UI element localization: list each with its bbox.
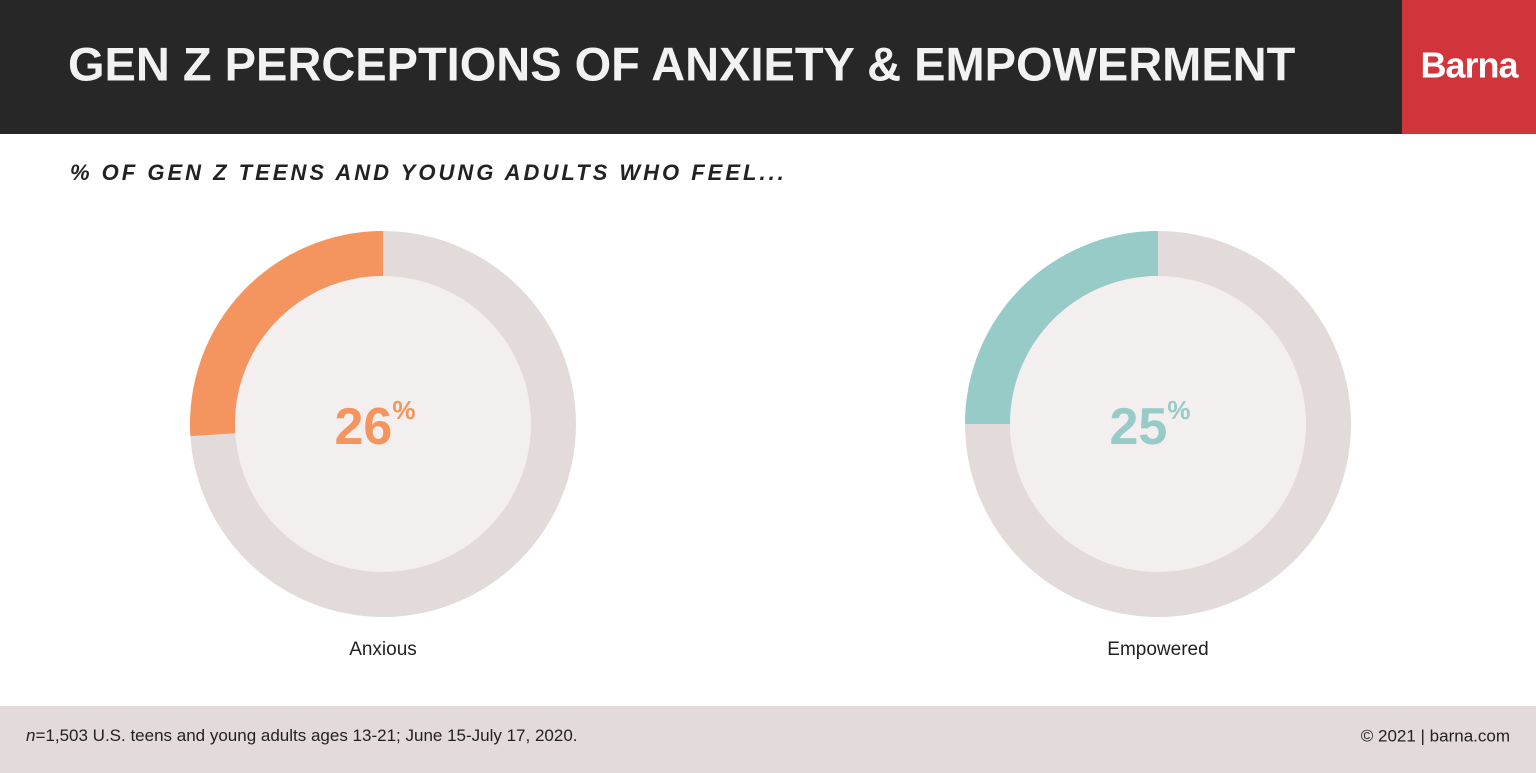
- footer-note: n=1,503 U.S. teens and young adults ages…: [26, 726, 578, 745]
- category-label: Empowered: [1107, 639, 1208, 660]
- value-unit: %: [1167, 395, 1190, 425]
- category-label: Anxious: [349, 639, 417, 660]
- header-bar: [0, 0, 1402, 134]
- note-text: =1,503 U.S. teens and young adults ages …: [35, 726, 577, 745]
- value-unit: %: [392, 395, 415, 425]
- value-label: 26%: [335, 395, 416, 456]
- brand-box: [1402, 0, 1536, 134]
- footer-credit: © 2021 | barna.com: [1361, 726, 1510, 745]
- brand: Barna: [1420, 45, 1519, 86]
- note-variable: n: [26, 726, 35, 745]
- donut-segment: [189, 231, 383, 437]
- value-number: 26: [335, 398, 393, 456]
- footer-bar: [0, 706, 1536, 773]
- donut-segment: [965, 231, 1158, 424]
- donut-hole: [235, 276, 531, 572]
- value-number: 25: [1110, 398, 1168, 456]
- subtitle: % OF GEN Z TEENS AND YOUNG ADULTS WHO FE…: [70, 160, 787, 185]
- charts: 26% Anxious 25% Empowered: [189, 231, 1351, 660]
- title: GEN Z PERCEPTIONS OF ANXIETY & EMPOWERME…: [68, 37, 1296, 90]
- donut-hole: [1010, 276, 1306, 572]
- value-label: 25%: [1110, 395, 1191, 456]
